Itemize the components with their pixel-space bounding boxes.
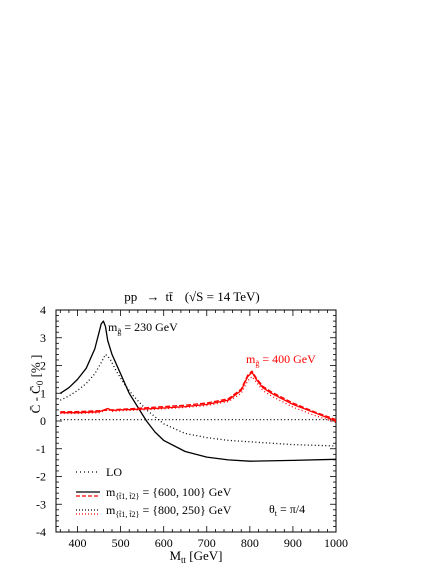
series-line-6 — [60, 370, 337, 421]
annotation-theta: θt = π/4 — [269, 502, 305, 518]
x-tick-label: 700 — [198, 536, 216, 550]
x-tick-label: 500 — [112, 536, 130, 550]
x-tick-label: 900 — [284, 536, 302, 550]
y-axis-label: C̄ - C̄0 [% ] — [28, 355, 45, 414]
y-tick-label: -1 — [36, 442, 46, 456]
annotation-gluino-400: mg̃ = 400 GeV — [246, 352, 316, 368]
x-axis-label: Mtt [GeV] — [169, 548, 222, 565]
y-tick-label: 3 — [40, 331, 46, 345]
y-tick-label: 4 — [40, 303, 46, 317]
y-tick-label: 2 — [40, 359, 46, 373]
series-line-3 — [60, 353, 337, 447]
legend: LO m{t̃1, t̃2} = {600, 100} GeV m{t̃1, t… — [76, 465, 232, 519]
series-line-5 — [60, 375, 337, 424]
series-line-4 — [60, 371, 337, 422]
series-group — [59, 320, 337, 462]
chart-title: pp → tt̄ (√S = 14 TeV) — [124, 289, 260, 304]
series-line-2 — [59, 320, 337, 462]
y-tick-label: 0 — [40, 414, 46, 428]
y-tick-label: -4 — [36, 525, 46, 539]
x-tick-label: 800 — [241, 536, 259, 550]
x-tick-label: 400 — [69, 536, 87, 550]
legend-label-lo: LO — [106, 465, 122, 479]
axis-ticks: 400 500 600 700 800 900 1000 -4 -3 -2 -1 0 1 2 3 4 — [36, 303, 348, 550]
y-tick-label: -3 — [36, 497, 46, 511]
legend-label-set2: m{t̃1, t̃2} = {800, 250} GeV — [106, 503, 232, 519]
legend-label-set1: m{t̃1, t̃2} = {600, 100} GeV — [106, 485, 232, 501]
y-tick-label: 1 — [40, 386, 46, 400]
x-tick-label: 600 — [155, 536, 173, 550]
x-tick-label: 1000 — [324, 536, 348, 550]
annotation-gluino-230: mg̃ = 230 GeV — [108, 320, 178, 336]
y-tick-label: -2 — [36, 470, 46, 484]
